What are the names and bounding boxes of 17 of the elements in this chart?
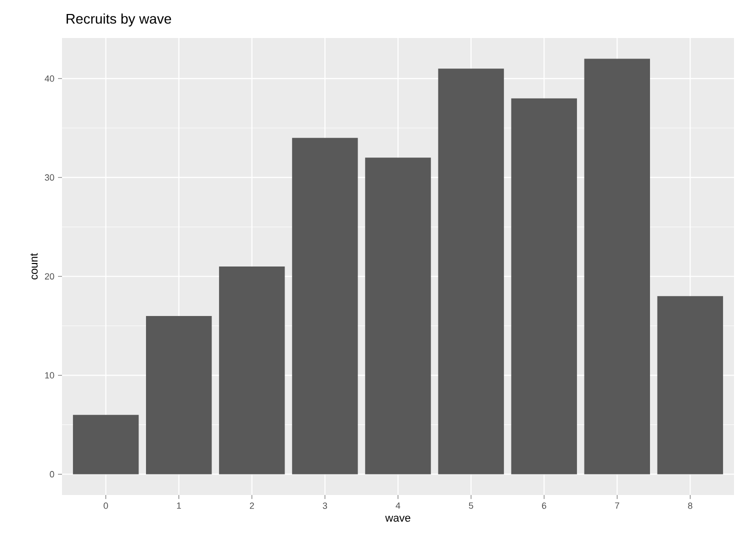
y-axis-title: count — [30, 253, 38, 280]
x-tick-label: 1 — [177, 502, 181, 509]
y-tick-label: 30 — [44, 174, 54, 181]
x-tick-label: 6 — [542, 502, 546, 509]
chart-title: Recruits by wave — [66, 13, 172, 26]
y-tick-label: 10 — [45, 372, 54, 378]
x-axis-title: wave — [385, 516, 410, 522]
x-tick-label: 0 — [104, 502, 108, 509]
y-tick-label: 40 — [44, 75, 54, 82]
x-tick-label: 8 — [688, 502, 692, 509]
y-tick-label: 0 — [50, 471, 54, 478]
x-tick-label: 3 — [322, 502, 328, 509]
y-tick-label: 20 — [44, 273, 54, 280]
x-tick-label: 5 — [468, 502, 474, 509]
x-tick-label: 2 — [250, 502, 254, 509]
x-tick-label: 7 — [615, 502, 620, 509]
x-tick-label: 4 — [396, 502, 400, 509]
